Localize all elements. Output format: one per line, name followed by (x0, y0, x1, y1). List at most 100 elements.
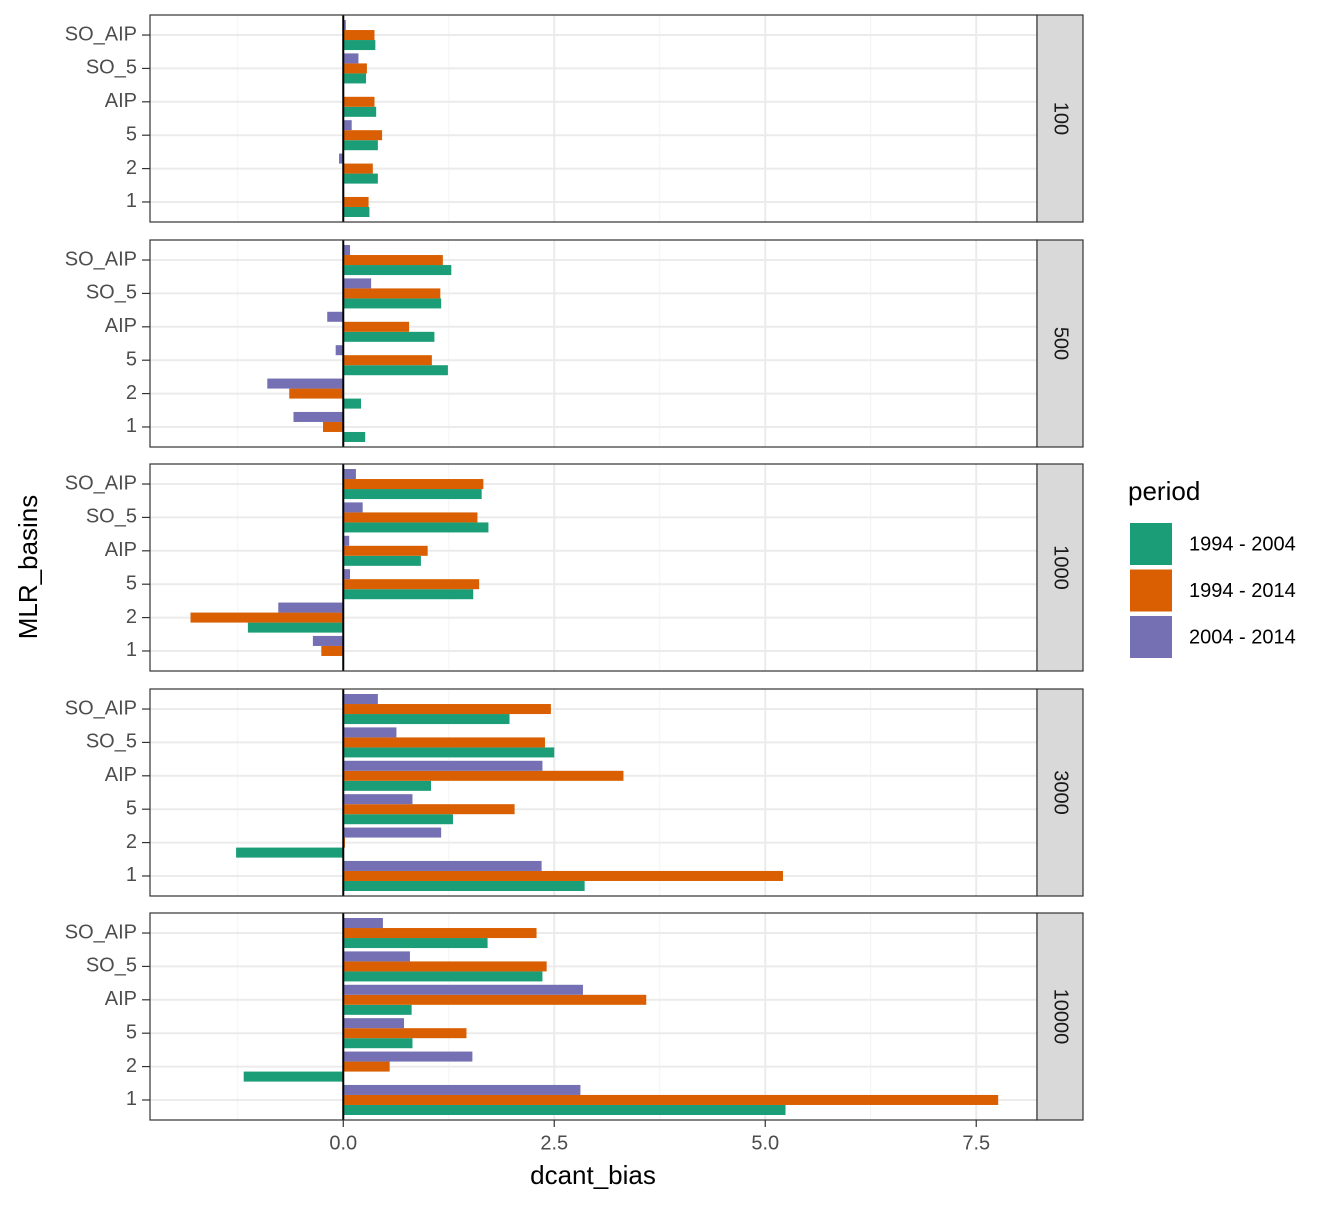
bar (343, 398, 361, 409)
y-tick-label: 1 (126, 1088, 137, 1110)
legend-key (1130, 616, 1172, 658)
bar (343, 489, 482, 500)
strip-label: 500 (1050, 327, 1072, 360)
bar (335, 345, 344, 356)
bar (339, 153, 344, 164)
bar (321, 645, 344, 656)
bar (343, 355, 432, 366)
y-tick-label: SO_AIP (65, 921, 137, 943)
y-tick-label: SO_AIP (65, 248, 137, 270)
bar (343, 1004, 412, 1015)
y-tick-label: SO_5 (86, 506, 137, 528)
bar (323, 421, 344, 432)
bar (343, 63, 367, 74)
bar (343, 140, 378, 151)
strip-label: 10000 (1050, 989, 1072, 1045)
bar (243, 1071, 344, 1082)
bar (343, 971, 543, 982)
x-axis-label: dcant_bias (530, 1160, 656, 1190)
y-tick-label: 5 (126, 123, 137, 145)
bar (343, 20, 346, 31)
bar (343, 53, 359, 64)
bar (343, 522, 489, 533)
bar (289, 388, 344, 399)
bar (343, 569, 351, 580)
x-tick-label: 5.0 (751, 1132, 779, 1154)
y-tick-label: 2 (126, 606, 137, 628)
bar (343, 255, 443, 266)
panel-border (149, 912, 1038, 1121)
bar (343, 928, 537, 939)
bar (343, 555, 421, 566)
bar (293, 411, 344, 422)
panel-border (149, 463, 1038, 672)
y-tick-label: AIP (105, 90, 137, 112)
y-tick-label: 5 (126, 797, 137, 819)
y-tick-label: AIP (105, 539, 137, 561)
bar (190, 612, 344, 623)
bar (247, 622, 344, 633)
y-tick-label: SO_5 (86, 955, 137, 977)
y-tick-label: SO_5 (86, 57, 137, 79)
y-tick-label: SO_5 (86, 282, 137, 304)
bar (343, 714, 510, 725)
bar (343, 727, 397, 738)
bar (343, 120, 352, 131)
bar (343, 747, 555, 758)
bar (343, 196, 369, 207)
y-tick-label: 1 (126, 639, 137, 661)
bar (343, 1094, 999, 1105)
bar (343, 96, 375, 107)
bar (343, 794, 413, 805)
bar (343, 512, 478, 523)
bar (343, 40, 376, 51)
bar (343, 206, 370, 217)
y-tick-label: SO_AIP (65, 472, 137, 494)
bar (343, 535, 350, 546)
bar (343, 431, 366, 442)
bar (343, 814, 453, 825)
bar (343, 1018, 405, 1029)
bar (343, 30, 375, 41)
strip (1036, 688, 1084, 897)
bar (343, 694, 378, 705)
x-tick-label: 7.5 (962, 1132, 990, 1154)
bar (343, 502, 363, 513)
bar (343, 278, 372, 289)
bar (343, 984, 583, 995)
bar (343, 321, 410, 332)
bar (343, 704, 551, 715)
bar (343, 331, 435, 342)
strip (1036, 14, 1084, 223)
strip-label: 1000 (1050, 545, 1072, 590)
bar (327, 311, 344, 322)
y-tick-label: AIP (105, 988, 137, 1010)
bar (343, 579, 480, 590)
bar (343, 938, 488, 949)
y-tick-label: AIP (105, 764, 137, 786)
y-tick-label: 2 (126, 382, 137, 404)
bar (343, 770, 624, 781)
bar (343, 780, 432, 791)
y-tick-label: 2 (126, 831, 137, 853)
bar (343, 265, 452, 276)
x-tick-label: 2.5 (540, 1132, 568, 1154)
strip (1036, 912, 1084, 1121)
bar (343, 1084, 581, 1095)
legend-key (1130, 569, 1172, 612)
strip-label: 3000 (1050, 770, 1072, 815)
y-tick-label: 1 (126, 190, 137, 212)
y-tick-label: 2 (126, 157, 137, 179)
bar (343, 589, 474, 600)
bar (343, 1028, 467, 1039)
bar (343, 1104, 786, 1115)
legend-label: 1994 - 2014 (1189, 580, 1296, 602)
bar (312, 635, 344, 646)
bar (343, 951, 410, 962)
bar (343, 961, 547, 972)
bar (343, 479, 484, 490)
bar (343, 106, 377, 117)
bar (343, 1061, 390, 1072)
bar (343, 545, 428, 556)
